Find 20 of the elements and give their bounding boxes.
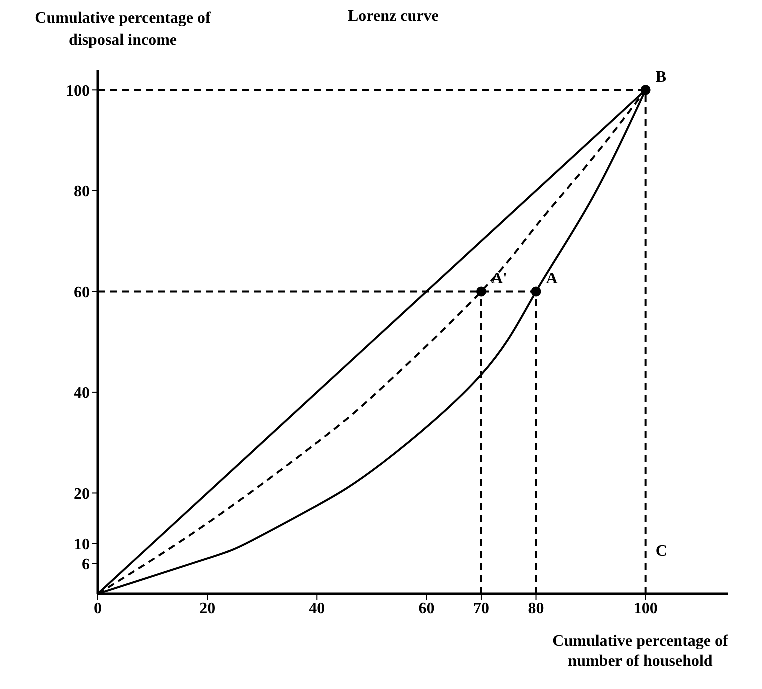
x-tick-label: 100 (634, 600, 658, 618)
annotation: B (656, 69, 667, 86)
x-tick-label: 40 (309, 600, 326, 618)
x-tick-label: 80 (528, 600, 544, 618)
chart-title: Lorenz curve (348, 8, 439, 26)
y-tick-label: 60 (74, 284, 90, 302)
y-axis-title: Cumulative percentage of disposal income (34, 9, 212, 51)
annotation: A (546, 270, 558, 288)
y-tick-label: 20 (74, 486, 90, 503)
x-tick-label: 20 (200, 600, 216, 618)
x-tick-label: 70 (473, 600, 490, 618)
x-axis-title: Cumulative percentage of number of household (552, 632, 730, 672)
y-tick-label: 100 (66, 82, 90, 100)
x-tick-label: 60 (418, 600, 435, 618)
y-tick-label: 10 (74, 536, 90, 554)
annotation: C (656, 542, 668, 560)
x-tick-label: 0 (94, 600, 102, 618)
y-tick-label: 6 (82, 556, 90, 574)
y-tick-label: 80 (74, 184, 90, 201)
y-tick-label: 40 (74, 385, 90, 402)
